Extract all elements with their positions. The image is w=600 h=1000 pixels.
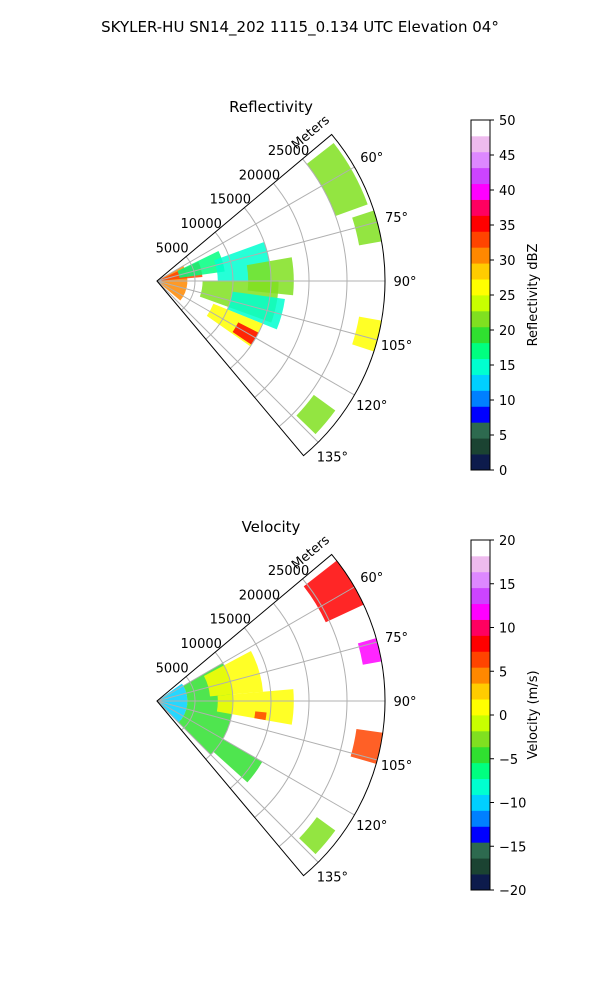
range-tick-label: 20000 xyxy=(239,168,280,183)
angle-tick-label: 105° xyxy=(381,339,412,354)
angle-tick-label: 75° xyxy=(385,211,408,226)
angle-tick-label: 120° xyxy=(356,819,387,834)
range-tick-label: 25000 xyxy=(268,144,309,159)
range-ring xyxy=(254,602,310,818)
range-tick-label: 10000 xyxy=(181,217,222,232)
colorbar: 0 5 10 15 20 25 30 35 40 45 50 Reflectivity dBZ xyxy=(470,114,541,479)
radar-cell xyxy=(227,291,285,330)
range-ring xyxy=(254,182,310,398)
colorbar-tick-label: 15 xyxy=(499,359,516,374)
sector-frame xyxy=(156,553,386,877)
radar-cell xyxy=(296,394,336,435)
colorbar-tick-label: 10 xyxy=(499,622,516,637)
colorbar-tick-label: 10 xyxy=(499,394,516,409)
colorbar-tick-label: 30 xyxy=(499,254,516,269)
colorbar-tick-label: 35 xyxy=(499,219,516,234)
angle-tick-label: 75° xyxy=(385,631,408,646)
colorbar-tick-label: 25 xyxy=(499,289,516,304)
colorbar-tick-label: −15 xyxy=(499,840,526,855)
angle-tick-label: 135° xyxy=(317,870,348,885)
velocity-panel: Velocity 60° 75° 90° 105° 120° 135° 5000 10000 15… xyxy=(156,518,541,899)
radial-axis-label: Meters xyxy=(289,533,333,573)
angle-tick-label: 135° xyxy=(317,450,348,465)
radar-cell xyxy=(216,689,294,725)
colorbar-tick-label: 50 xyxy=(499,114,516,129)
angle-tick-label: 60° xyxy=(360,151,383,166)
angle-tick-label: 90° xyxy=(393,275,416,290)
colorbar-tick-label: 20 xyxy=(499,534,516,549)
range-ring xyxy=(205,651,234,760)
radar-cell xyxy=(357,638,382,665)
colorbar-tick-label: 5 xyxy=(499,429,507,444)
radar-cell xyxy=(352,316,382,352)
colorbar-tick-label: −20 xyxy=(499,884,526,899)
colorbar-label: Reflectivity dBZ xyxy=(526,244,541,347)
radar-cell xyxy=(213,739,263,783)
colorbar-tick-label: 0 xyxy=(499,464,507,479)
range-ring xyxy=(181,256,196,311)
figure-suptitle: SKYLER-HU SN14_202 1115_0.134 UTC Elevat… xyxy=(101,18,499,37)
panel-title: Velocity xyxy=(242,518,301,536)
range-tick-label: 15000 xyxy=(210,613,251,628)
radar-cell xyxy=(306,142,368,217)
range-ring xyxy=(229,207,272,369)
colorbar-tick-label: 40 xyxy=(499,184,516,199)
colorbar-label: Velocity (m/s) xyxy=(526,670,541,759)
colorbar-tick-label: −10 xyxy=(499,797,526,812)
sector-frame xyxy=(156,133,386,457)
colorbar-tick-label: 5 xyxy=(499,665,507,680)
radar-cell xyxy=(157,683,188,723)
range-tick-label: 10000 xyxy=(181,637,222,652)
radar-cell xyxy=(352,210,382,246)
colorbar: −20 −15 −10 −5 0 5 10 15 20 Velocity (m/s) xyxy=(470,534,541,899)
colorbar-tick-label: 0 xyxy=(499,709,507,724)
radial-axis-label: Meters xyxy=(289,113,333,153)
colorbar-tick-label: 45 xyxy=(499,149,516,164)
radar-cell xyxy=(177,251,225,278)
range-tick-label: 15000 xyxy=(210,193,251,208)
angle-tick-label: 105° xyxy=(381,759,412,774)
colorbar-tick-label: 15 xyxy=(499,578,516,593)
colorbar-tick-label: 20 xyxy=(499,324,516,339)
range-tick-label: 5000 xyxy=(156,242,189,257)
range-tick-label: 5000 xyxy=(156,662,189,677)
colorbar-tick-label: −5 xyxy=(499,753,518,768)
radar-cell xyxy=(299,817,336,855)
range-ring xyxy=(278,578,348,847)
range-ring xyxy=(181,676,196,731)
angle-tick-label: 90° xyxy=(393,695,416,710)
range-ring xyxy=(229,627,272,789)
radar-cell xyxy=(303,560,364,623)
radar-cell xyxy=(203,651,263,697)
angle-tick-label: 60° xyxy=(360,571,383,586)
range-ring xyxy=(278,158,348,427)
range-tick-label: 25000 xyxy=(268,564,309,579)
reflectivity-panel: Reflectivity60°75°90°105°120°135°5000100… xyxy=(156,98,541,479)
radar-cell xyxy=(246,257,294,296)
angle-tick-label: 120° xyxy=(356,399,387,414)
panel-title: Reflectivity xyxy=(229,98,313,116)
radar-cell xyxy=(254,711,267,721)
range-tick-label: 20000 xyxy=(239,588,280,603)
range-ring xyxy=(205,231,234,340)
